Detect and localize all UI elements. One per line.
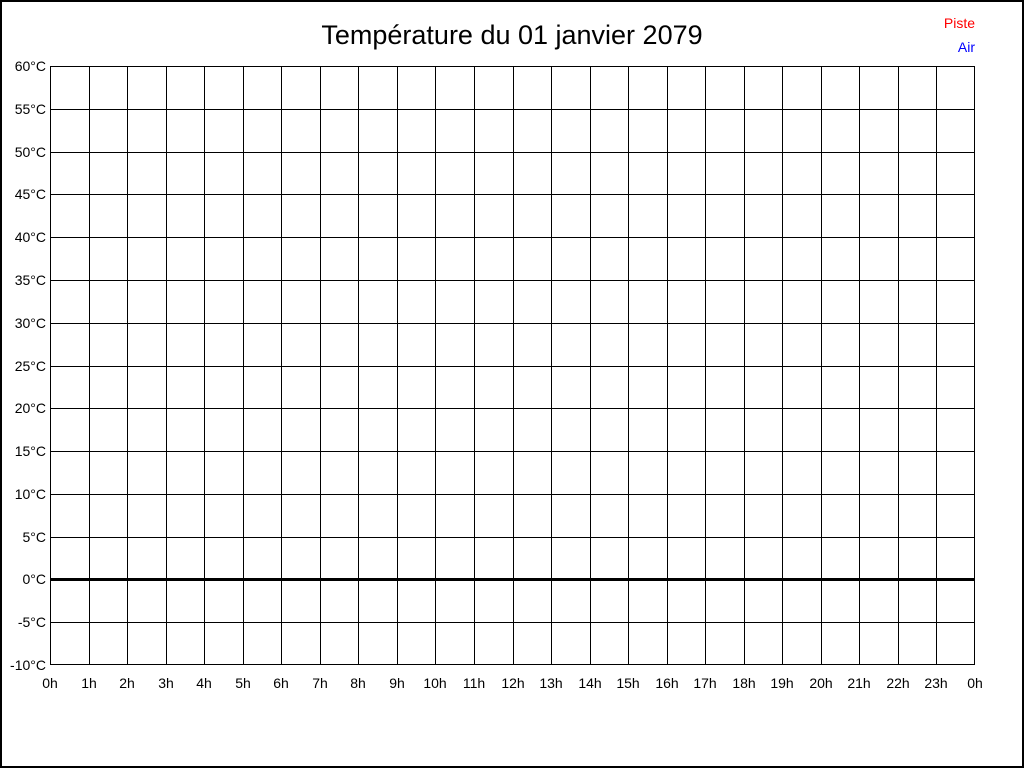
- x-tick-label: 22h: [886, 675, 910, 691]
- x-tick-label: 3h: [158, 675, 174, 691]
- x-axis-labels: 0h 1h 2h 3h 4h 5h 6h 7h 8h 9h 10h 11h 12h 13h 14h 15h 16…: [42, 674, 983, 694]
- y-tick-label: 25°C: [14, 358, 46, 374]
- x-tick-label: 11h: [462, 675, 486, 691]
- x-tick-label: 16h: [655, 675, 679, 691]
- legend: Piste Air: [944, 11, 975, 59]
- x-tick-label: 6h: [273, 675, 289, 691]
- x-tick-label: 9h: [389, 675, 405, 691]
- y-tick-label: 0°C: [22, 571, 47, 587]
- y-tick-label: 60°C: [14, 58, 46, 74]
- x-tick-label: 13h: [539, 675, 563, 691]
- x-tick-label: 23h: [924, 675, 948, 691]
- x-tick-label: 4h: [196, 675, 212, 691]
- plot-area: [50, 66, 975, 665]
- x-tick-label: 17h: [693, 675, 717, 691]
- y-tick-label: 5°C: [22, 529, 47, 545]
- chart-title: Température du 01 janvier 2079: [321, 20, 703, 50]
- chart-grid: [50, 66, 975, 665]
- x-tick-label: 21h: [847, 675, 871, 691]
- y-tick-label: 35°C: [14, 272, 46, 288]
- legend-item-piste: Piste: [943, 15, 975, 31]
- legend-item-air: Air: [957, 39, 975, 55]
- x-tick-label: 7h: [312, 675, 328, 691]
- x-tick-label: 2h: [119, 675, 135, 691]
- y-tick-label: -5°C: [17, 614, 46, 630]
- x-tick-label: 10h: [423, 675, 447, 691]
- y-tick-label: 45°C: [14, 186, 46, 202]
- y-tick-label: 20°C: [14, 400, 46, 416]
- y-tick-label: 10°C: [14, 486, 46, 502]
- x-tick-label: 19h: [770, 675, 794, 691]
- x-tick-label: 20h: [809, 675, 833, 691]
- x-tick-label: 14h: [578, 675, 602, 691]
- x-tick-label: 1h: [81, 675, 97, 691]
- x-tick-label: 0h: [967, 675, 983, 691]
- x-tick-label: 5h: [235, 675, 251, 691]
- y-tick-label: -10°C: [10, 657, 46, 673]
- x-tick-label: 15h: [616, 675, 640, 691]
- y-tick-label: 55°C: [14, 101, 46, 117]
- y-tick-label: 15°C: [14, 443, 46, 459]
- y-tick-label: 30°C: [14, 315, 46, 331]
- y-axis-labels: 60°C 55°C 50°C 45°C 40°C 35°C 30°C 25°C 20°C 15°C…: [2, 58, 47, 673]
- x-tick-label: 8h: [350, 675, 366, 691]
- y-tick-label: 40°C: [14, 229, 46, 245]
- x-tick-label: 0h: [42, 675, 58, 691]
- y-tick-label: 50°C: [14, 144, 46, 160]
- x-tick-label: 12h: [501, 675, 525, 691]
- x-tick-label: 18h: [732, 675, 756, 691]
